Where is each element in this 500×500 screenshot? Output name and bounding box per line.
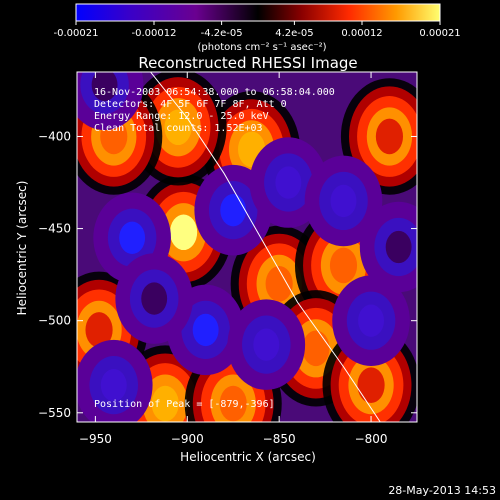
x-tick-label: −950 bbox=[79, 432, 112, 446]
x-axis: −950 −900 −850 −800 bbox=[79, 72, 388, 446]
sink-core bbox=[141, 282, 168, 315]
source-peak bbox=[329, 247, 358, 284]
source-peak bbox=[85, 312, 113, 348]
solar-limb-line bbox=[150, 72, 381, 422]
info-time: 16-Nov-2003 06:54:38.000 to 06:58:04.000 bbox=[94, 87, 335, 98]
y-tick-label: −450 bbox=[38, 222, 71, 236]
colorbar-unit-label: (photons cm⁻² s⁻¹ asec⁻²) bbox=[197, 42, 326, 53]
chart-title: Reconstructed RHESSI Image bbox=[138, 54, 357, 72]
source-peak bbox=[265, 266, 293, 302]
info-peak-position: Position of Peak = [-879,-396] bbox=[94, 399, 275, 410]
colorbar-tick-label: -4.2e-05 bbox=[201, 28, 243, 39]
info-detectors: Detectors: 4F 5F 6F 7F 8F, Att 0 bbox=[94, 99, 287, 110]
sink-core bbox=[330, 184, 357, 218]
source-peak bbox=[357, 367, 385, 403]
colorbar-tick-label: 4.2e-05 bbox=[275, 28, 313, 39]
sink-core bbox=[91, 72, 118, 102]
y-tick-label: −500 bbox=[38, 314, 71, 328]
sink-core bbox=[275, 166, 302, 199]
colorbar-tick-labels: -0.00021 -0.00012 -4.2e-05 4.2e-05 0.00012 0.… bbox=[54, 28, 461, 39]
sink-core bbox=[192, 313, 219, 347]
sink-core bbox=[385, 230, 412, 264]
y-axis-label: Heliocentric Y (arcsec) bbox=[15, 181, 29, 316]
plot-frame bbox=[76, 71, 418, 423]
y-tick-label: −550 bbox=[38, 406, 71, 420]
sink-core bbox=[220, 193, 247, 227]
source-peak bbox=[164, 109, 192, 146]
x-axis-label: Heliocentric X (arcsec) bbox=[180, 450, 316, 464]
sink-core bbox=[100, 368, 127, 402]
info-energy: Energy Range: 12.0 - 25.0 keV bbox=[94, 111, 269, 122]
footer-date: 28-May-2013 14:53 bbox=[388, 484, 496, 497]
colorbar-tick-label: -0.00012 bbox=[132, 28, 177, 39]
x-tick-label: −900 bbox=[171, 432, 204, 446]
colorbar-tick-label: -0.00021 bbox=[54, 28, 99, 39]
info-clean: Clean Total counts: 1.52E+03 bbox=[94, 123, 263, 134]
source-peak bbox=[219, 385, 247, 422]
plot-area bbox=[77, 72, 417, 422]
sink-core bbox=[119, 221, 146, 254]
observation-info: 16-Nov-2003 06:54:38.000 to 06:58:04.000… bbox=[94, 87, 335, 410]
colorbar-ticks bbox=[75, 21, 441, 25]
x-tick-label: −850 bbox=[263, 432, 296, 446]
colorbar: -0.00021 -0.00012 -4.2e-05 4.2e-05 0.00012 0.… bbox=[54, 3, 461, 53]
x-tick-label: −800 bbox=[355, 432, 388, 446]
colorbar-tick-label: 0.00012 bbox=[341, 28, 382, 39]
source-peak bbox=[151, 385, 179, 422]
sink-core bbox=[253, 328, 280, 361]
source-peak bbox=[375, 118, 404, 155]
image-sources bbox=[77, 72, 417, 422]
source-peak bbox=[302, 330, 330, 367]
colorbar-gradient bbox=[75, 3, 441, 22]
colorbar-tick-label: 0.00021 bbox=[419, 28, 460, 39]
y-axis: −400 −450 −500 −550 bbox=[38, 129, 417, 420]
source-peak bbox=[170, 214, 198, 251]
sink-core bbox=[358, 304, 384, 337]
y-tick-label: −400 bbox=[38, 129, 71, 143]
